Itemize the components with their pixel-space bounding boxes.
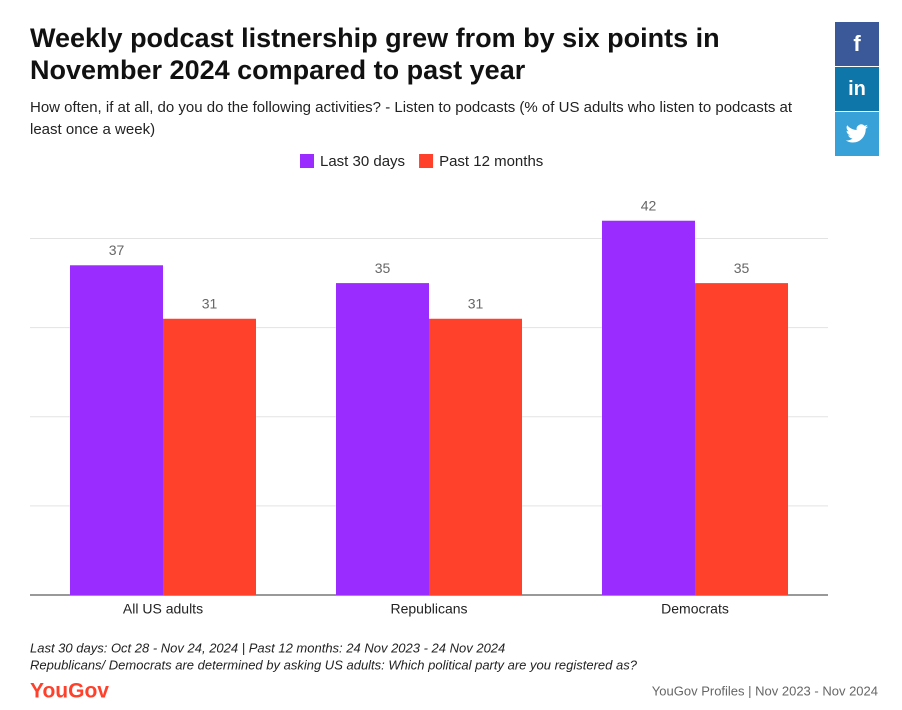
chart-subtitle: How often, if at all, do you do the foll… [30, 99, 793, 138]
facebook-button[interactable]: f [835, 22, 879, 66]
bar [602, 220, 695, 595]
bar [163, 318, 256, 595]
logo: YouGov [30, 680, 109, 703]
twitter-icon [845, 124, 868, 143]
value-label: 35 [375, 260, 391, 276]
value-label: 37 [109, 242, 125, 258]
footnote: Last 30 days: Oct 28 - Nov 24, 2024 | Pa… [30, 640, 505, 655]
source: YouGov Profiles | Nov 2023 - Nov 2024 [652, 683, 878, 698]
legend-swatch [300, 154, 314, 168]
x-tick-label: Republicans [390, 601, 467, 617]
value-label: 31 [468, 295, 484, 311]
legend-swatch [419, 154, 434, 168]
x-tick-label: Democrats [661, 601, 729, 617]
legend-label: Past 12 months [439, 153, 543, 170]
twitter-button[interactable] [835, 112, 879, 156]
value-label: 42 [641, 197, 657, 213]
footnote: Republicans/ Democrats are determined by… [30, 657, 638, 672]
x-tick-label: All US adults [123, 601, 203, 617]
bar [695, 283, 788, 595]
linkedin-button[interactable]: in [835, 67, 879, 111]
bar [429, 318, 522, 595]
value-label: 35 [734, 260, 750, 276]
bar [336, 283, 429, 595]
bar [70, 265, 163, 595]
legend-label: Last 30 days [320, 153, 405, 170]
value-label: 31 [202, 295, 218, 311]
chart-title: Weekly podcast listnership grew from by … [30, 23, 720, 85]
